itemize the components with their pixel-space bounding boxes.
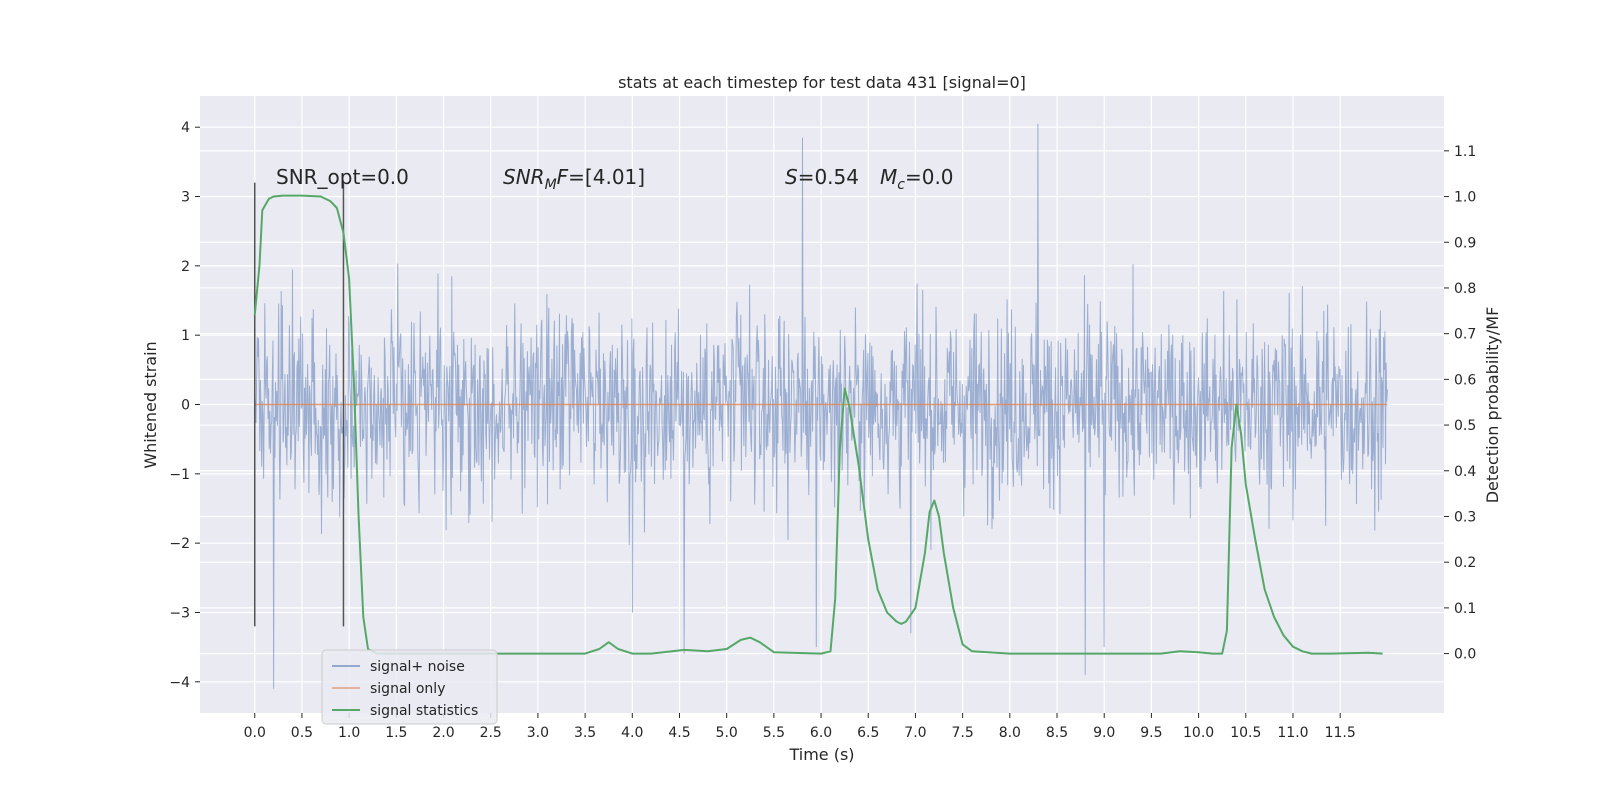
x-tick-label: 1.0 bbox=[338, 725, 360, 741]
legend-label: signal only bbox=[370, 681, 445, 697]
legend: signal+ noise signal only signal statistic… bbox=[321, 649, 498, 725]
snr-opt-annotation: SNR_opt=0.0 bbox=[276, 165, 409, 189]
signal-noise-series bbox=[254, 123, 1388, 689]
legend-box bbox=[321, 649, 498, 725]
y-tick-label-left: 3 bbox=[181, 190, 190, 206]
x-tick-label: 6.5 bbox=[857, 725, 879, 741]
y-tick-label-left: 0 bbox=[181, 398, 190, 414]
x-tick-label: 2.5 bbox=[480, 725, 502, 741]
x-tick-label: 4.0 bbox=[621, 725, 643, 741]
y-tick-label-left: −3 bbox=[169, 605, 190, 621]
y-tick-label-left: 4 bbox=[181, 120, 190, 136]
x-tick-label: 9.0 bbox=[1093, 725, 1115, 741]
x-tick-label: 10.0 bbox=[1183, 725, 1214, 741]
x-tick-label: 3.5 bbox=[574, 725, 596, 741]
x-tick-label: 10.5 bbox=[1230, 725, 1261, 741]
x-tick-label: 5.5 bbox=[763, 725, 785, 741]
x-tick-label: 3.0 bbox=[527, 725, 549, 741]
y-tick-label-left: −1 bbox=[169, 467, 190, 483]
legend-label: signal statistics bbox=[370, 703, 478, 719]
window-markers bbox=[253, 182, 345, 627]
y-tick-label-right: 0.7 bbox=[1454, 327, 1476, 343]
y-tick-label-left: −4 bbox=[169, 675, 190, 691]
legend-label: signal+ noise bbox=[370, 659, 465, 675]
x-axis-label: Time (s) bbox=[788, 745, 854, 764]
x-tick-label: 8.5 bbox=[1046, 725, 1068, 741]
y-tick-label-right: 0.8 bbox=[1454, 281, 1476, 297]
signal-noise-line bbox=[254, 123, 1388, 689]
x-tick-label: 8.0 bbox=[999, 725, 1021, 741]
y-tick-label-left: −2 bbox=[169, 536, 190, 552]
y-tick-label-right: 1.0 bbox=[1454, 190, 1476, 206]
y-tick-label-right: 0.9 bbox=[1454, 235, 1476, 251]
y-tick-label-left: 1 bbox=[181, 328, 190, 344]
snr-mf-annotation: SNRMF=[4.01] bbox=[503, 165, 645, 193]
x-tick-label: 5.0 bbox=[716, 725, 738, 741]
x-tick-label: 11.5 bbox=[1325, 725, 1356, 741]
x-tick-label: 7.5 bbox=[952, 725, 974, 741]
annotations: SNR_opt=0.0 SNRMF=[4.01] S=0.54 Mc=0.0 bbox=[276, 165, 954, 193]
y-tick-label-right: 0.6 bbox=[1454, 372, 1476, 388]
y-tick-label-left: 2 bbox=[181, 259, 190, 275]
signal-statistics-line bbox=[253, 194, 1383, 655]
y-tick-label-right: 0.2 bbox=[1454, 555, 1476, 571]
x-tick-label: 9.5 bbox=[1140, 725, 1162, 741]
y-tick-label-right: 0.3 bbox=[1454, 509, 1476, 525]
y-tick-label-right: 0.5 bbox=[1454, 418, 1476, 434]
s-value-annotation: S=0.54 bbox=[785, 165, 859, 189]
y-tick-label-right: 0.0 bbox=[1454, 647, 1476, 663]
y-tick-label-right: 1.1 bbox=[1454, 144, 1476, 160]
x-tick-label: 1.5 bbox=[385, 725, 407, 741]
x-tick-label: 7.0 bbox=[904, 725, 926, 741]
x-tick-label: 6.0 bbox=[810, 725, 832, 741]
x-tick-label: 0.0 bbox=[244, 725, 266, 741]
x-tick-label: 11.0 bbox=[1277, 725, 1308, 741]
y-tick-label-right: 0.4 bbox=[1454, 464, 1476, 480]
y-axis-label-left: Whitened strain bbox=[141, 341, 160, 468]
y-axis-label-right: Detection probability/MF bbox=[1483, 307, 1502, 504]
chart-title: stats at each timestep for test data 431… bbox=[618, 73, 1026, 92]
signal-statistics-series bbox=[253, 194, 1383, 655]
x-tick-label: 2.0 bbox=[432, 725, 454, 741]
x-tick-label: 4.5 bbox=[668, 725, 690, 741]
mc-value-annotation: Mc=0.0 bbox=[880, 165, 954, 193]
y-tick-label-right: 0.1 bbox=[1454, 601, 1476, 617]
tick-labels: 0.0 0.5 1.0 1.5 2.0 2.5 3.0 3.5 4.0 4.5 5.0 5.5 6.0 6… bbox=[169, 120, 1476, 741]
x-tick-label: 0.5 bbox=[291, 725, 313, 741]
